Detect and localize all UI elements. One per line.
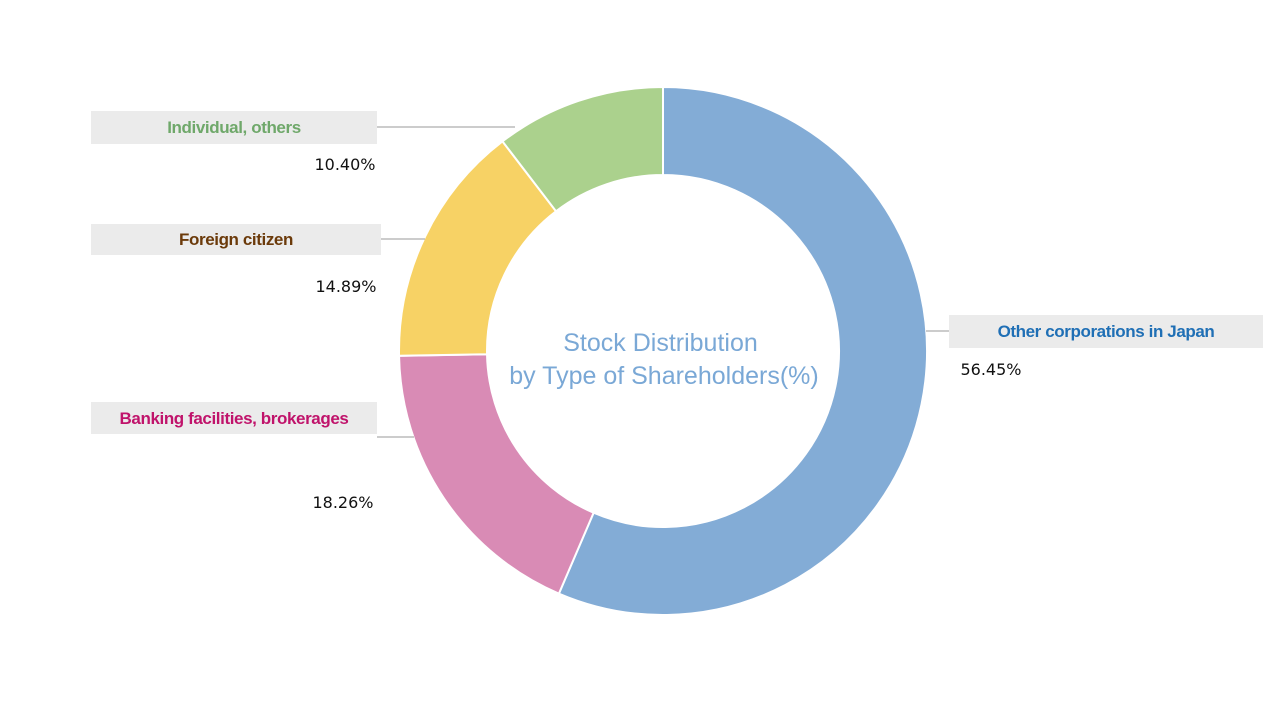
leader-lines — [377, 126, 949, 438]
donut-slice-other-corporations-in-japan — [557, 85, 929, 616]
category-label: Foreign citizen — [179, 230, 293, 249]
category-label: Individual, others — [167, 118, 301, 137]
category-label-box — [91, 224, 381, 255]
data-label-individual: Individual, others 10.40% — [91, 111, 377, 174]
category-label: Banking facilities, brokerages — [120, 409, 349, 428]
value-label: 56.45% — [960, 360, 1021, 379]
donut-slices — [398, 85, 929, 616]
category-label: Other corporations in Japan — [998, 322, 1215, 341]
data-label-foreign: Foreign citizen 14.89% — [91, 224, 381, 296]
value-label: 14.89% — [315, 277, 376, 296]
value-label: 10.40% — [314, 155, 375, 174]
data-label-other-corporations: Other corporations in Japan 56.45% — [949, 315, 1263, 379]
donut-slice-individual-others — [501, 85, 664, 213]
category-label-box — [91, 402, 377, 434]
value-label: 18.26% — [312, 493, 373, 512]
category-label-box — [91, 111, 377, 144]
chart-title-line-1: Stock Distribution — [563, 329, 758, 357]
chart-title-line-2: by Type of Shareholders(%) — [509, 362, 818, 390]
data-label-banking: Banking facilities, brokerages 18.26% — [91, 402, 377, 512]
donut-slice-banking-facilities-brokerages — [398, 353, 595, 595]
category-label-box — [949, 315, 1263, 348]
chart-title: Stock Distribution by Type of Shareholde… — [509, 329, 818, 390]
